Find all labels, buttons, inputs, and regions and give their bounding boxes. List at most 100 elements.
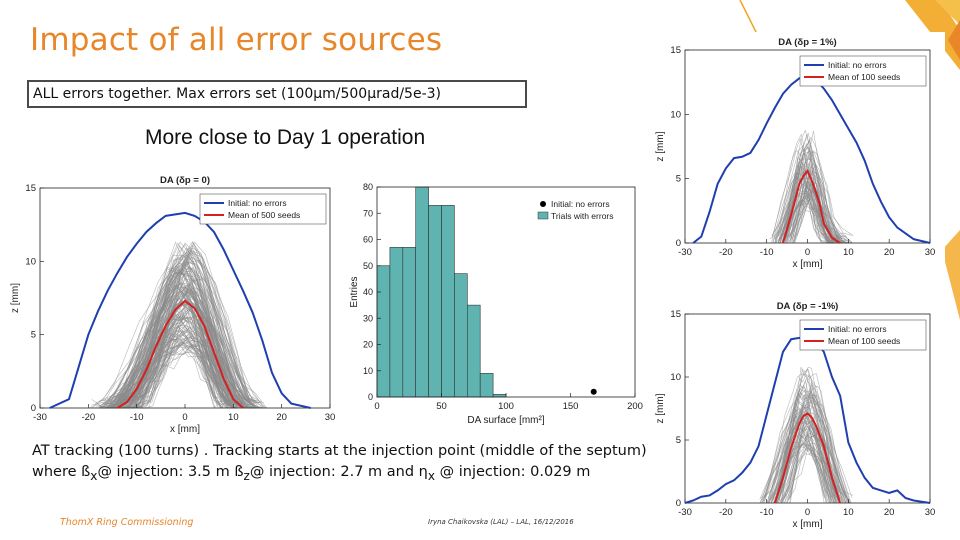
headline: More close to Day 1 operation (145, 126, 426, 149)
y-tick-label: 5 (676, 174, 681, 185)
chart-da-dp1: -30 -20 -10 0 10 20 30 0 5 10 15 x [mm] z [mm] DA (δp… (650, 32, 945, 272)
histogram-bar (428, 205, 442, 398)
seed-trace (108, 267, 263, 409)
x-tick-label: 30 (325, 412, 336, 423)
series-line-initial (49, 211, 311, 409)
seed-trace (773, 424, 850, 504)
legend-label: Trials with errors (551, 211, 614, 221)
chart-histogram: 0 50 100 150 200 0 10 20 30 40 50 60 70 80 DA surface … (345, 175, 645, 430)
y-tick-label: 0 (676, 498, 681, 509)
seed-trace (109, 326, 260, 409)
x-tick-label: 20 (884, 507, 895, 518)
legend-swatch (537, 211, 549, 220)
legend-box (799, 319, 927, 351)
x-tick-label: 10 (843, 507, 854, 518)
y-tick-label: 10 (25, 256, 36, 267)
x-tick-label: 0 (805, 247, 810, 258)
y-tick-label: 10 (670, 372, 681, 383)
seed-trace (113, 271, 230, 409)
slide-title: Impact of all error sources (30, 22, 443, 58)
chart-title: DA (δp = 0) (160, 175, 210, 186)
x-tick-label: -30 (678, 247, 692, 258)
chart-da-dpm1: -30 -20 -10 0 10 20 30 0 5 10 15 x [mm] z [mm] DA (δp… (650, 296, 945, 534)
x-tick-label: -30 (678, 507, 692, 518)
seed-trace (781, 442, 829, 504)
seed-trace (127, 327, 244, 409)
seed-trace (760, 439, 844, 502)
chart-title: DA (δp = -1%) (777, 301, 839, 312)
x-tick-label: -10 (130, 412, 144, 423)
y-axis-label: z [mm] (655, 393, 666, 423)
caption-part2: @ injection: 3.5 m ß (97, 464, 244, 480)
legend-box (799, 55, 927, 87)
seed-trace (112, 344, 254, 409)
seed-trace (773, 390, 831, 504)
x-axis-label: x [mm] (793, 259, 823, 270)
y-tick-label: 15 (670, 309, 681, 320)
caption: AT tracking (100 turns) . Tracking start… (32, 441, 672, 487)
x-tick-label: 0 (374, 401, 379, 412)
seed-trace (763, 420, 840, 504)
x-tick-label: -20 (719, 247, 733, 258)
footer-mid: Iryna Chaikovska (LAL) – LAL, 16/12/2016 (428, 518, 574, 526)
legend-label: Initial: no errors (828, 60, 887, 70)
y-tick-label: 60 (363, 235, 373, 245)
chart-da-dp0: -30 -20 -10 0 10 20 30 0 5 10 15 x [mm] z [mm] DA (δp… (0, 170, 345, 440)
seed-trace (95, 262, 252, 409)
y-tick-label: 30 (363, 313, 373, 323)
seed-trace (129, 299, 238, 406)
series-line-mean (116, 299, 244, 409)
caption-sub-x2: x (427, 468, 436, 483)
x-tick-label: -30 (33, 412, 47, 423)
histogram-bar (376, 265, 391, 398)
histogram-bar (441, 205, 455, 398)
seed-trace (774, 396, 825, 502)
x-tick-label: 0 (805, 507, 810, 518)
x-tick-label: -20 (81, 412, 95, 423)
seed-trace (115, 329, 240, 409)
caption-sub-z: z (243, 468, 250, 483)
seed-trace (110, 346, 232, 409)
y-tick-label: 70 (363, 208, 373, 218)
initial-point (590, 388, 597, 395)
seed-trace (110, 257, 261, 409)
footer-left: ThomX Ring Commissioning (60, 517, 194, 528)
seed-trace (768, 390, 841, 504)
caption-part3: @ injection: 2.7 m and η (249, 464, 428, 480)
x-axis-label: DA surface [mm²] (467, 415, 544, 426)
y-axis-label: z [mm] (10, 283, 21, 313)
seed-trace (97, 268, 249, 409)
x-tick-label: -10 (760, 507, 774, 518)
seed-trace (139, 310, 234, 409)
x-tick-label: 10 (843, 247, 854, 258)
x-tick-label: 20 (276, 412, 287, 423)
seed-trace (104, 256, 266, 409)
x-tick-label: -10 (760, 247, 774, 258)
histogram-bar (415, 186, 429, 398)
seed-trace (89, 265, 251, 409)
legend-label: Mean of 500 seeds (228, 210, 300, 220)
x-tick-label: 50 (436, 401, 447, 412)
seed-trace (781, 140, 847, 241)
seed-trace (770, 433, 848, 504)
series-line-mean (782, 169, 841, 244)
series-line-mean (773, 412, 842, 504)
x-tick-label: 200 (627, 401, 643, 412)
seed-trace (133, 333, 237, 409)
seed-trace (131, 273, 240, 409)
y-axis-label: Entries (349, 276, 360, 307)
seed-trace (110, 313, 256, 409)
y-tick-label: 0 (368, 392, 373, 402)
legend-label: Initial: no errors (828, 324, 887, 334)
y-tick-label: 15 (25, 183, 36, 194)
seed-trace (787, 163, 853, 242)
y-tick-label: 80 (363, 182, 373, 192)
seed-trace (767, 443, 834, 504)
histogram-bar (479, 373, 494, 398)
x-tick-label: 150 (563, 401, 579, 412)
y-tick-label: 50 (363, 261, 373, 271)
x-axis-label: x [mm] (170, 424, 200, 435)
x-tick-label: 100 (498, 401, 514, 412)
legend-label: Initial: no errors (228, 198, 287, 208)
x-tick-label: 20 (884, 247, 895, 258)
